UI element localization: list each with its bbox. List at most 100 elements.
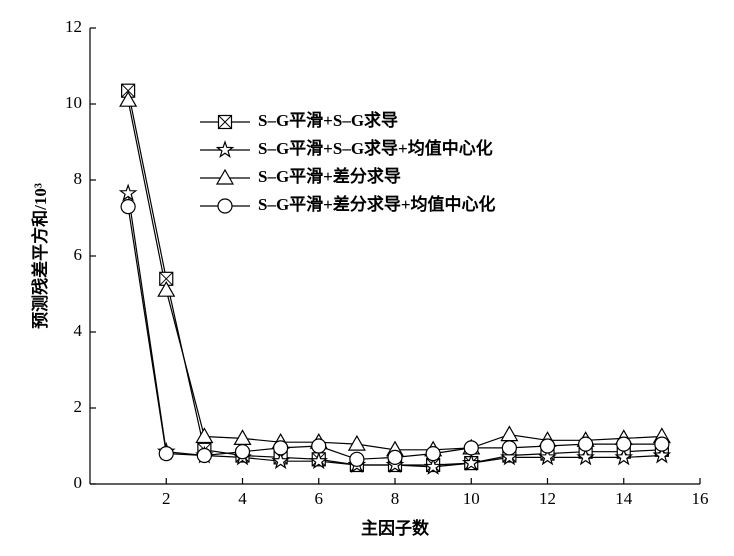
marker-triangle <box>233 429 252 445</box>
marker-triangle <box>119 90 138 107</box>
marker-circle <box>120 199 136 215</box>
marker-circle <box>425 446 441 462</box>
marker-star <box>538 447 557 466</box>
legend-label: S–G平滑+S–G求导+均值中心化 <box>258 138 493 158</box>
marker-circle <box>273 440 289 456</box>
marker-circle <box>217 198 233 214</box>
legend-label: S–G平滑+差分求导 <box>258 166 401 186</box>
x-axis-label: 主因子数 <box>361 518 430 538</box>
x-tick-label: 6 <box>315 489 324 508</box>
marker-triangle <box>233 429 252 445</box>
marker-circle <box>158 446 174 462</box>
marker-circle <box>158 446 174 462</box>
marker-circle <box>311 438 327 454</box>
marker-triangle <box>157 280 176 297</box>
marker-circle <box>387 449 403 465</box>
legend-entry: S–G平滑+差分求导+均值中心化 <box>200 194 496 214</box>
marker-circle <box>196 447 212 464</box>
marker-circle <box>349 451 365 467</box>
marker-triangle <box>347 434 366 451</box>
marker-star <box>461 453 481 472</box>
marker-circle <box>273 440 289 456</box>
marker-star <box>118 183 138 202</box>
marker-cross <box>218 115 232 129</box>
marker-star <box>538 447 557 466</box>
marker-star <box>118 183 138 202</box>
marker-star <box>309 451 329 470</box>
marker-circle <box>616 436 632 452</box>
marker-circle <box>501 440 517 456</box>
marker-circle <box>501 440 517 456</box>
marker-circle <box>196 447 212 464</box>
marker-triangle <box>500 425 519 442</box>
marker-circle <box>578 436 594 452</box>
y-tick-label: 2 <box>74 397 83 416</box>
marker-circle <box>654 436 670 452</box>
marker-cross <box>121 83 135 98</box>
marker-star <box>500 447 519 466</box>
y-tick-label: 12 <box>65 17 82 36</box>
y-tick-label: 8 <box>74 169 83 188</box>
marker-circle <box>578 436 594 452</box>
marker-star <box>652 445 672 464</box>
marker-circle <box>425 446 441 462</box>
marker-triangle <box>157 280 176 297</box>
legend-label: S–G平滑+差分求导+均值中心化 <box>258 194 496 214</box>
marker-star <box>652 445 672 464</box>
x-tick-label: 14 <box>615 489 633 508</box>
marker-circle <box>463 440 479 456</box>
marker-triangle <box>195 427 214 444</box>
marker-circle <box>120 199 136 215</box>
marker-star <box>614 447 634 466</box>
marker-star <box>309 451 329 470</box>
y-tick-label: 4 <box>74 321 83 340</box>
marker-star <box>461 453 481 472</box>
marker-circle <box>539 438 556 454</box>
x-tick-label: 2 <box>162 489 171 508</box>
marker-square-x <box>217 114 233 130</box>
legend-label: S–G平滑+S–G求导 <box>258 110 398 130</box>
series-line <box>127 206 662 460</box>
legend-entry: S–G平滑+S–G求导+均值中心化 <box>200 138 493 158</box>
x-tick-label: 16 <box>692 489 709 508</box>
legend-entry: S–G平滑+S–G求导 <box>200 110 398 130</box>
marker-circle <box>616 436 632 452</box>
marker-star <box>423 457 443 475</box>
y-tick-label: 6 <box>74 245 83 264</box>
marker-circle <box>311 438 327 454</box>
marker-circle <box>654 436 670 452</box>
marker-circle <box>234 444 251 460</box>
marker-circle <box>463 440 479 456</box>
legend-entry: S–G平滑+差分求导 <box>200 166 401 186</box>
marker-star <box>215 140 235 158</box>
marker-circle <box>349 451 365 467</box>
y-tick-label: 10 <box>65 93 82 112</box>
marker-cross <box>159 271 174 286</box>
marker-triangle <box>500 425 519 442</box>
marker-circle <box>387 449 403 465</box>
x-tick-label: 8 <box>391 489 400 508</box>
marker-star <box>576 447 595 466</box>
marker-circle <box>539 438 556 454</box>
marker-star <box>500 447 519 466</box>
marker-circle <box>217 198 233 214</box>
marker-star <box>271 451 290 470</box>
x-tick-label: 10 <box>463 489 480 508</box>
marker-triangle <box>195 427 214 444</box>
marker-star <box>614 447 634 466</box>
y-axis-label: 预测残差平方和/10³ <box>30 183 50 329</box>
marker-triangle <box>215 168 235 185</box>
x-tick-label: 12 <box>539 489 556 508</box>
x-tick-label: 4 <box>238 489 247 508</box>
marker-star <box>271 451 290 470</box>
marker-star <box>215 140 235 158</box>
marker-star <box>576 447 595 466</box>
marker-circle <box>234 444 251 460</box>
marker-triangle <box>215 168 235 185</box>
marker-star <box>423 457 443 475</box>
marker-triangle <box>347 434 366 451</box>
y-tick-label: 0 <box>74 473 83 492</box>
marker-triangle <box>119 90 138 107</box>
series-line <box>127 193 662 468</box>
